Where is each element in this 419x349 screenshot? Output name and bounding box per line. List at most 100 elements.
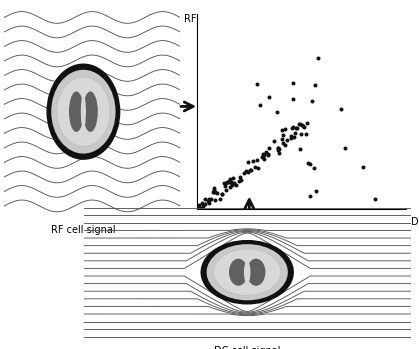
Point xyxy=(293,126,300,131)
Text: RF: RF xyxy=(184,14,197,24)
Point xyxy=(259,154,266,160)
Point xyxy=(279,140,286,146)
Point xyxy=(275,146,282,152)
Point xyxy=(265,152,272,157)
Text: DC cell signal: DC cell signal xyxy=(214,346,280,349)
Point xyxy=(338,106,344,112)
Ellipse shape xyxy=(47,64,120,160)
Point xyxy=(290,134,297,139)
Point xyxy=(300,123,306,128)
Point xyxy=(212,197,218,202)
Point xyxy=(195,209,202,214)
Ellipse shape xyxy=(247,259,265,286)
Ellipse shape xyxy=(207,244,288,300)
Point xyxy=(206,197,212,202)
Point xyxy=(360,165,366,170)
Point xyxy=(261,152,268,158)
Point xyxy=(228,182,235,188)
Point xyxy=(314,55,321,61)
Point xyxy=(305,161,311,166)
Ellipse shape xyxy=(214,249,281,296)
Point xyxy=(245,159,251,165)
Point xyxy=(223,187,230,193)
Point xyxy=(307,162,313,167)
Point xyxy=(211,185,217,191)
Ellipse shape xyxy=(69,91,84,132)
Point xyxy=(202,201,209,207)
Point xyxy=(297,146,303,151)
Point xyxy=(313,188,319,194)
Point xyxy=(274,145,281,151)
Point xyxy=(212,190,219,195)
Point xyxy=(309,98,316,103)
Point xyxy=(279,132,286,138)
Point xyxy=(270,139,277,144)
Point xyxy=(191,198,197,204)
Point xyxy=(226,179,233,185)
Point xyxy=(266,95,273,100)
Point xyxy=(372,196,378,201)
Point xyxy=(225,178,232,184)
Point xyxy=(311,165,318,171)
Point xyxy=(224,179,231,185)
Point xyxy=(248,168,254,173)
Point xyxy=(227,184,234,190)
Point xyxy=(281,142,288,147)
Point xyxy=(275,146,282,151)
Point xyxy=(210,189,216,194)
Point xyxy=(214,190,221,195)
Point xyxy=(218,191,225,196)
Point xyxy=(204,198,211,203)
Point xyxy=(247,168,254,173)
Point xyxy=(301,124,308,130)
Ellipse shape xyxy=(83,91,98,132)
Point xyxy=(275,147,282,153)
Point xyxy=(233,182,240,187)
Point xyxy=(290,124,296,130)
Point xyxy=(279,127,286,132)
Point xyxy=(279,137,285,142)
Point xyxy=(202,196,208,201)
Point xyxy=(307,193,314,199)
Point xyxy=(199,200,206,206)
Point xyxy=(253,157,260,163)
Point xyxy=(265,145,272,150)
Point xyxy=(260,154,266,159)
Point xyxy=(257,102,264,108)
Point xyxy=(236,178,243,184)
Point xyxy=(237,178,244,183)
Point xyxy=(255,165,261,170)
Point xyxy=(284,137,291,143)
Point xyxy=(231,180,238,186)
Point xyxy=(296,121,303,127)
Ellipse shape xyxy=(57,77,110,146)
Point xyxy=(298,122,305,127)
Point xyxy=(216,196,223,201)
Point xyxy=(206,196,212,201)
Text: RF cell signal: RF cell signal xyxy=(51,225,116,235)
Ellipse shape xyxy=(201,240,294,304)
Point xyxy=(219,191,225,196)
Point xyxy=(226,179,233,185)
Point xyxy=(222,180,229,186)
Point xyxy=(312,82,318,88)
Ellipse shape xyxy=(244,261,251,283)
Point xyxy=(263,149,270,155)
Point xyxy=(191,202,197,208)
Point xyxy=(341,145,348,150)
Point xyxy=(297,131,304,136)
Point xyxy=(260,157,267,162)
Point xyxy=(241,171,248,176)
Point xyxy=(293,125,300,130)
Ellipse shape xyxy=(51,70,116,154)
Point xyxy=(196,202,202,208)
Point xyxy=(275,150,282,156)
Point xyxy=(230,176,237,181)
Point xyxy=(196,206,203,211)
Point xyxy=(220,180,227,185)
Point xyxy=(252,164,259,170)
Point xyxy=(274,109,280,114)
Point xyxy=(237,174,243,180)
Point xyxy=(205,200,212,206)
Point xyxy=(208,196,215,201)
